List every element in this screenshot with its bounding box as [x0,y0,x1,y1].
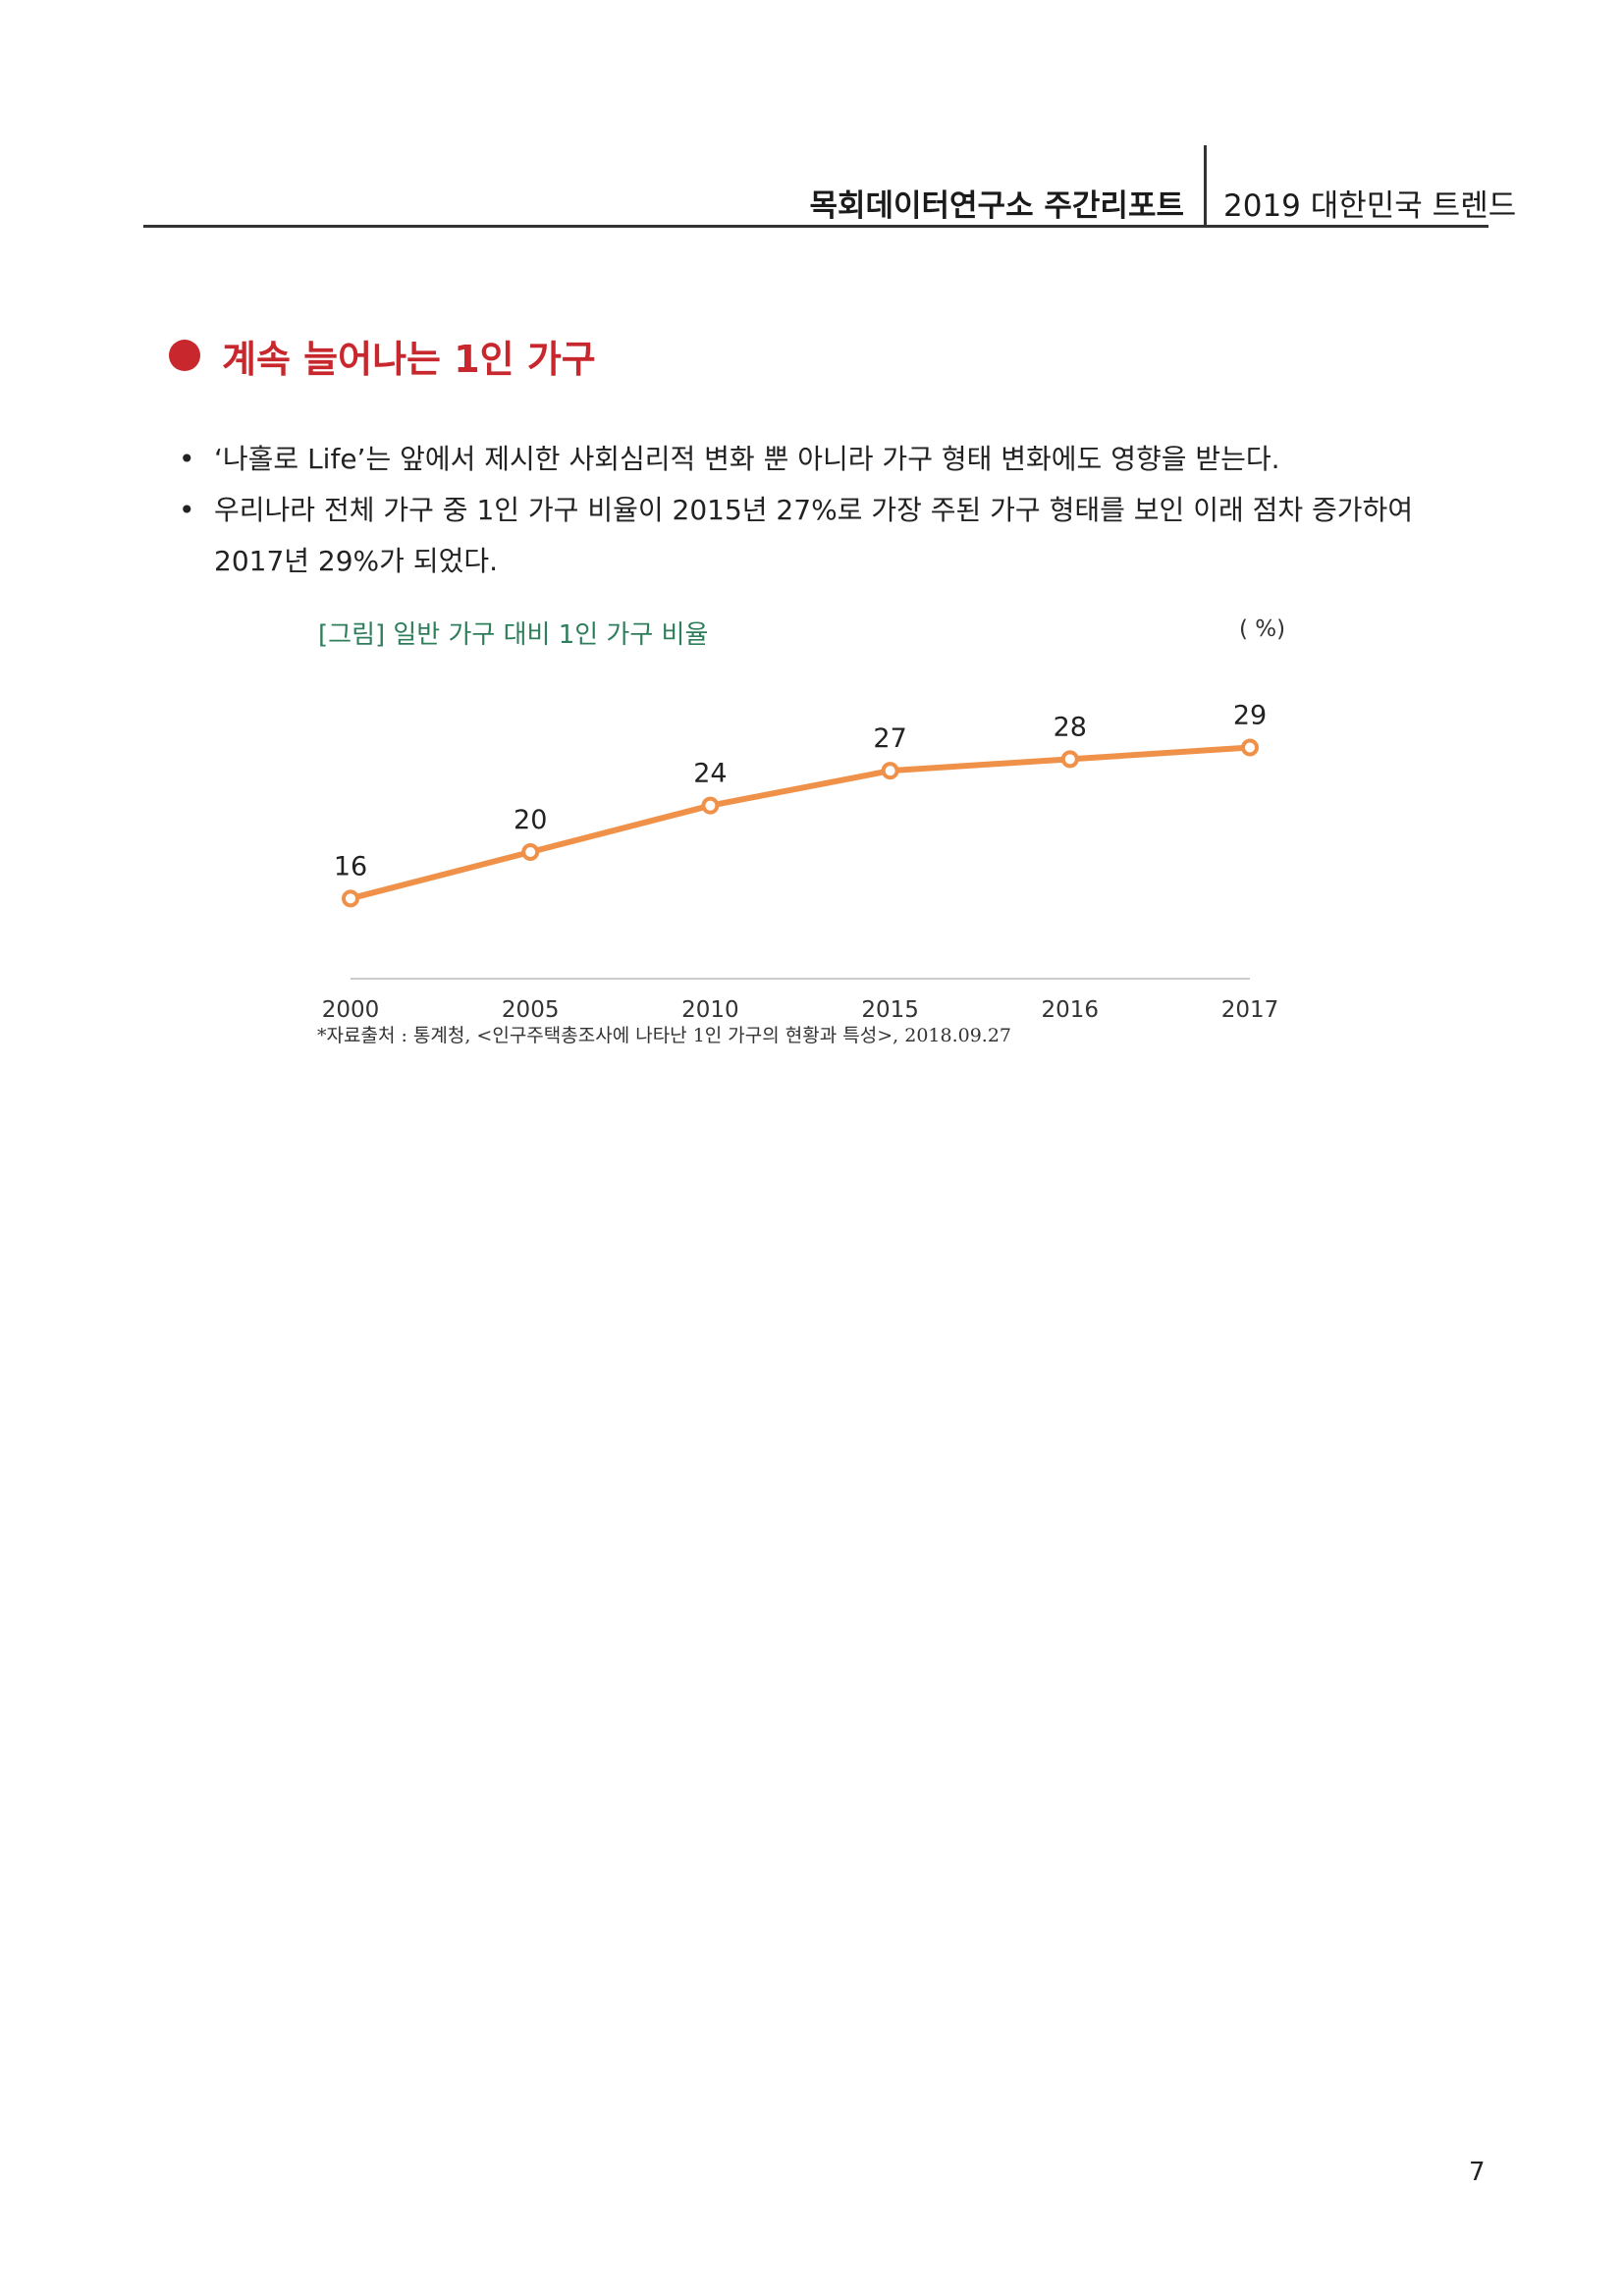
line-chart: 2000 2005 2010 2015 2016 2017 16 20 24 27 28 29 [322,701,1279,1024]
bullet-circle-icon [169,340,200,371]
bullet-list: • ‘나홀로 Life’는 앞에서 제시한 사회심리적 변화 뿐 아니라 가구 … [175,434,1490,587]
header-org: 목회데이터연구소 주간리포트 [809,188,1184,224]
data-point [342,889,359,908]
data-label: 16 [334,851,367,881]
figure-unit: ( %) [1239,616,1286,642]
header-series: 2019 대한민국 트렌드 [1223,188,1517,224]
x-tick-label: 2017 [1221,997,1279,1023]
bullet-mark: • [179,443,195,475]
bullet-mark: • [179,494,195,526]
data-point [521,843,540,861]
bullet-text: 우리나라 전체 가구 중 1인 가구 비율이 2015년 27%로 가장 주된 … [214,494,1414,526]
x-tick-label: 2010 [681,997,739,1023]
bullet-item: • ‘나홀로 Life’는 앞에서 제시한 사회심리적 변화 뿐 아니라 가구 … [175,434,1490,485]
data-point [1060,750,1079,769]
data-label: 20 [514,805,547,835]
bullet-text: ‘나홀로 Life’는 앞에서 제시한 사회심리적 변화 뿐 아니라 가구 형태… [214,443,1280,475]
bullet-item: • 우리나라 전체 가구 중 1인 가구 비율이 2015년 27%로 가장 주… [175,485,1490,587]
section-title-text: 계속 늘어나는 1인 가구 [222,337,596,381]
data-point [701,796,720,815]
x-tick-label: 2016 [1042,997,1100,1023]
series-line [348,744,1253,902]
x-tick-label: 2015 [861,997,919,1023]
data-label: 27 [873,723,906,754]
data-point [881,762,899,780]
section-title: 계속 늘어나는 1인 가구 [169,328,596,383]
data-label: 28 [1054,712,1087,742]
bullet-text-continued: 2017년 29%가 되었다. [214,545,498,577]
header-rule [143,225,1488,228]
data-label: 29 [1233,701,1267,731]
page-number: 7 [1469,2158,1486,2187]
x-tick-label: 2000 [322,997,380,1023]
figure-source: *자료출처 : 통계청, <인구주택총조사에 나타난 1인 가구의 현황과 특성… [317,1025,1012,1046]
data-label: 24 [693,759,727,789]
page-header: 목회데이터연구소 주간리포트 2019 대한민국 트렌드 [143,145,1516,228]
data-point [1241,738,1259,757]
figure-caption: [그림] 일반 가구 대비 1인 가구 비율 [318,620,709,650]
x-tick-label: 2005 [502,997,560,1023]
header-divider [1204,145,1207,225]
